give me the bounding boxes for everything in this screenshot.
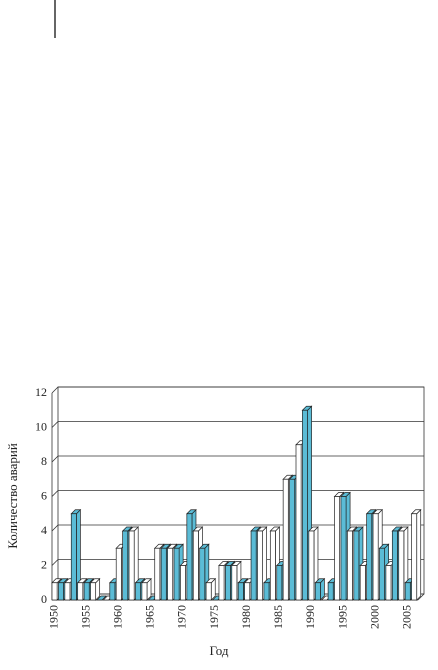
bar: [225, 565, 231, 601]
x-tick-label: 1955: [78, 605, 92, 629]
bar: [379, 547, 385, 601]
bar: [160, 547, 167, 601]
bar: [353, 530, 360, 601]
bar: [282, 478, 289, 601]
bar: [90, 582, 97, 601]
bar: [180, 565, 186, 601]
bar: [135, 582, 141, 601]
bar: [308, 530, 315, 601]
grid-line: [51, 559, 59, 566]
grid-line: [51, 386, 59, 394]
bar: [173, 547, 180, 601]
bar: [167, 547, 174, 601]
bar: [411, 513, 418, 601]
x-tick-label: 1985: [271, 605, 285, 629]
bar: [109, 582, 116, 601]
bar: [58, 582, 64, 601]
bar: [192, 530, 199, 601]
y-tick-label: 10: [35, 419, 47, 433]
x-tick-label: 1975: [207, 605, 221, 629]
bar: [199, 547, 206, 601]
bar-top: [96, 595, 107, 601]
x-tick-label: 1995: [335, 605, 349, 629]
bar: [385, 565, 392, 601]
x-tick-label: 1960: [111, 605, 125, 629]
floor-edge: [417, 593, 425, 601]
y-tick-label: 0: [41, 592, 47, 606]
y-tick-label: 8: [41, 454, 47, 468]
bar: [83, 582, 90, 601]
bar: [154, 547, 161, 601]
bar: [122, 530, 129, 601]
bar: [51, 582, 58, 601]
grid-line: [51, 490, 59, 497]
bar-side: [416, 508, 422, 601]
y-axis-title: Количество аварий: [5, 443, 20, 549]
y-tick-label: 2: [41, 557, 47, 571]
bar: [115, 547, 122, 601]
bar: [276, 565, 283, 601]
x-tick-label: 1990: [303, 605, 317, 629]
bar: [295, 444, 302, 601]
bar: [186, 513, 193, 601]
x-tick-label: 1970: [175, 605, 189, 629]
x-tick-label: 1980: [239, 605, 253, 629]
bar: [327, 582, 334, 601]
x-tick-label: 1965: [143, 605, 157, 629]
bar: [289, 478, 296, 601]
bar: [404, 582, 411, 601]
bar: [250, 530, 257, 601]
bar: [128, 530, 135, 601]
x-tick-label: 1950: [46, 605, 60, 629]
bar: [366, 513, 373, 601]
bar: [218, 565, 225, 601]
bar: [269, 530, 276, 601]
x-axis-title: Год: [209, 643, 228, 658]
bar: [64, 582, 71, 601]
x-tick-label: 2005: [399, 605, 413, 629]
y-tick-label: 12: [35, 385, 47, 399]
bar: [302, 409, 308, 601]
grid-line: [51, 524, 59, 532]
bar: [398, 530, 405, 601]
bar: [347, 530, 353, 601]
bar: [70, 513, 77, 601]
bar: [237, 582, 244, 601]
bar: [263, 582, 270, 601]
bar: [314, 582, 321, 601]
bar: [334, 496, 341, 601]
x-tick-label: 2000: [367, 605, 381, 629]
y-tick-label: 4: [41, 523, 47, 537]
bar: [231, 565, 238, 601]
bar: [77, 582, 84, 601]
bar: [340, 496, 347, 601]
bar: [391, 530, 398, 601]
bar: [257, 530, 263, 601]
bar: [141, 582, 148, 601]
y-tick-label: 6: [41, 488, 47, 502]
grid-line: [51, 421, 59, 428]
bar: [244, 582, 251, 601]
grid-line: [51, 455, 59, 463]
bar: [205, 582, 212, 601]
bar: [359, 565, 366, 601]
bar: [372, 513, 379, 601]
